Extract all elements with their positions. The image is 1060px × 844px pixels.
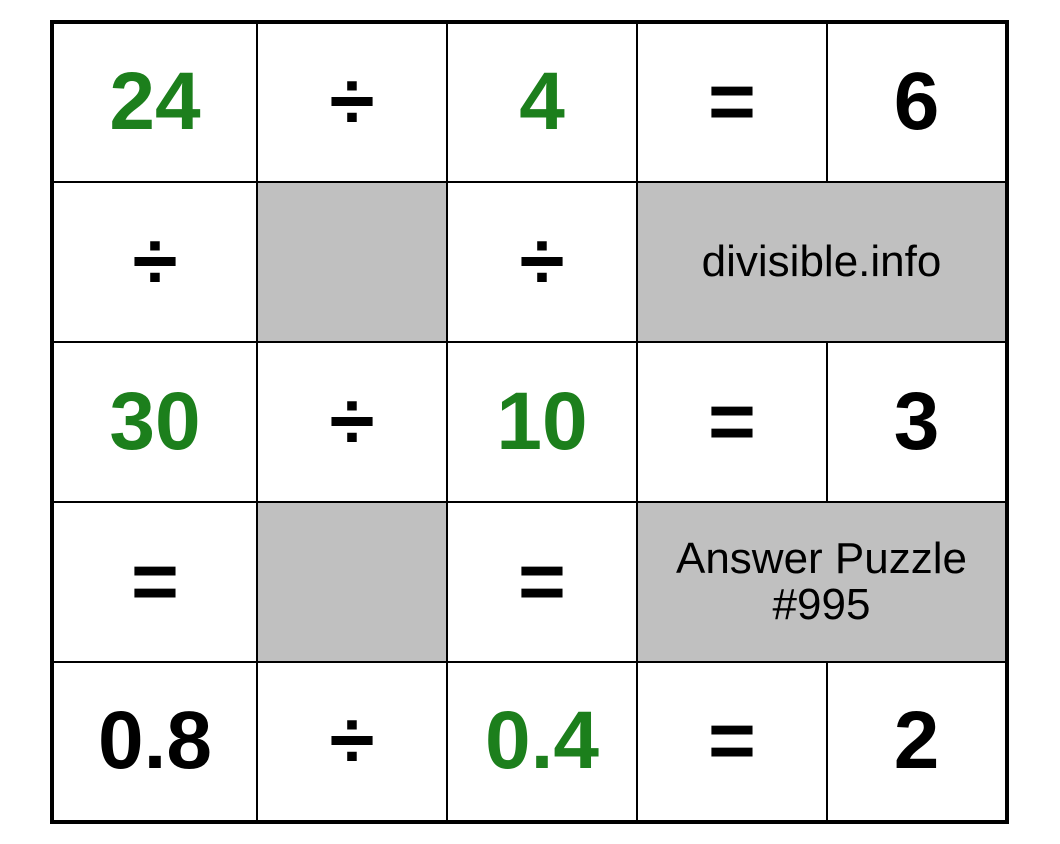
division-puzzle-grid: 24 ÷ 4 = 6 ÷ ÷ divisible.info 30 ÷ 10 = … [50, 20, 1009, 824]
cell-r2-b-op: ÷ [447, 182, 637, 342]
answer-label-line1: Answer Puzzle [676, 534, 967, 583]
cell-r1-op: ÷ [257, 22, 447, 182]
row-2: ÷ ÷ divisible.info [52, 182, 1007, 342]
cell-r5-eq: = [637, 662, 827, 822]
row-4: = = Answer Puzzle #995 [52, 502, 1007, 662]
cell-r5-b: 0.4 [447, 662, 637, 822]
cell-r5-op: ÷ [257, 662, 447, 822]
cell-r3-b: 10 [447, 342, 637, 502]
row-5: 0.8 ÷ 0.4 = 2 [52, 662, 1007, 822]
cell-r1-a: 24 [52, 22, 257, 182]
cell-r3-op: ÷ [257, 342, 447, 502]
cell-r4-a-eq: = [52, 502, 257, 662]
cell-r2-a-op: ÷ [52, 182, 257, 342]
cell-r4-blank [257, 502, 447, 662]
cell-r1-eq: = [637, 22, 827, 182]
cell-r1-b: 4 [447, 22, 637, 182]
cell-site-label: divisible.info [637, 182, 1007, 342]
cell-r5-a: 0.8 [52, 662, 257, 822]
cell-r2-blank [257, 182, 447, 342]
cell-r3-eq: = [637, 342, 827, 502]
cell-r4-b-eq: = [447, 502, 637, 662]
answer-label-line2: #995 [773, 580, 871, 629]
cell-r1-c: 6 [827, 22, 1007, 182]
row-3: 30 ÷ 10 = 3 [52, 342, 1007, 502]
cell-r5-c: 2 [827, 662, 1007, 822]
cell-r3-a: 30 [52, 342, 257, 502]
row-1: 24 ÷ 4 = 6 [52, 22, 1007, 182]
cell-r3-c: 3 [827, 342, 1007, 502]
cell-answer-label: Answer Puzzle #995 [637, 502, 1007, 662]
